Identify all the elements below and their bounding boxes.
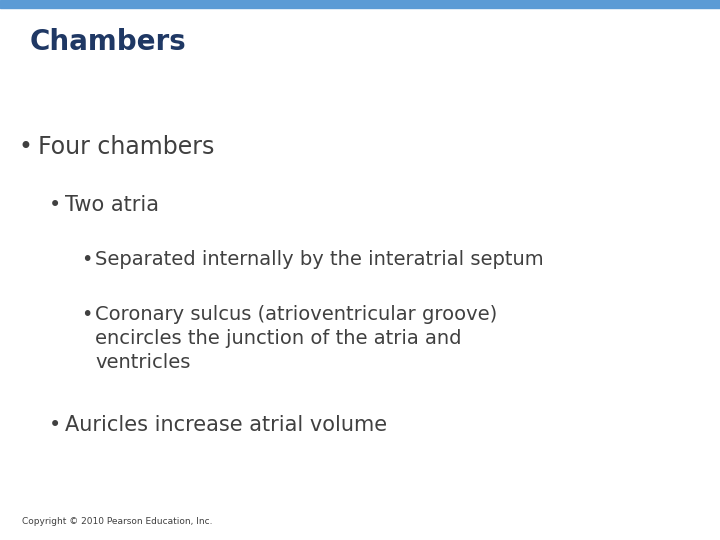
Text: Separated internally by the interatrial septum: Separated internally by the interatrial … [95,250,544,269]
Text: •: • [81,305,92,324]
Text: •: • [49,415,61,435]
Text: Copyright © 2010 Pearson Education, Inc.: Copyright © 2010 Pearson Education, Inc. [22,517,212,526]
Text: Four chambers: Four chambers [38,135,215,159]
Text: •: • [18,135,32,159]
Text: •: • [81,250,92,269]
Text: Chambers: Chambers [30,28,186,56]
Text: Auricles increase atrial volume: Auricles increase atrial volume [65,415,387,435]
Bar [0,0,720,8]
Text: Coronary sulcus (atrioventricular groove)
encircles the junction of the atria an: Coronary sulcus (atrioventricular groove… [95,305,498,373]
Text: Two atria: Two atria [65,195,159,215]
Text: •: • [49,195,61,215]
